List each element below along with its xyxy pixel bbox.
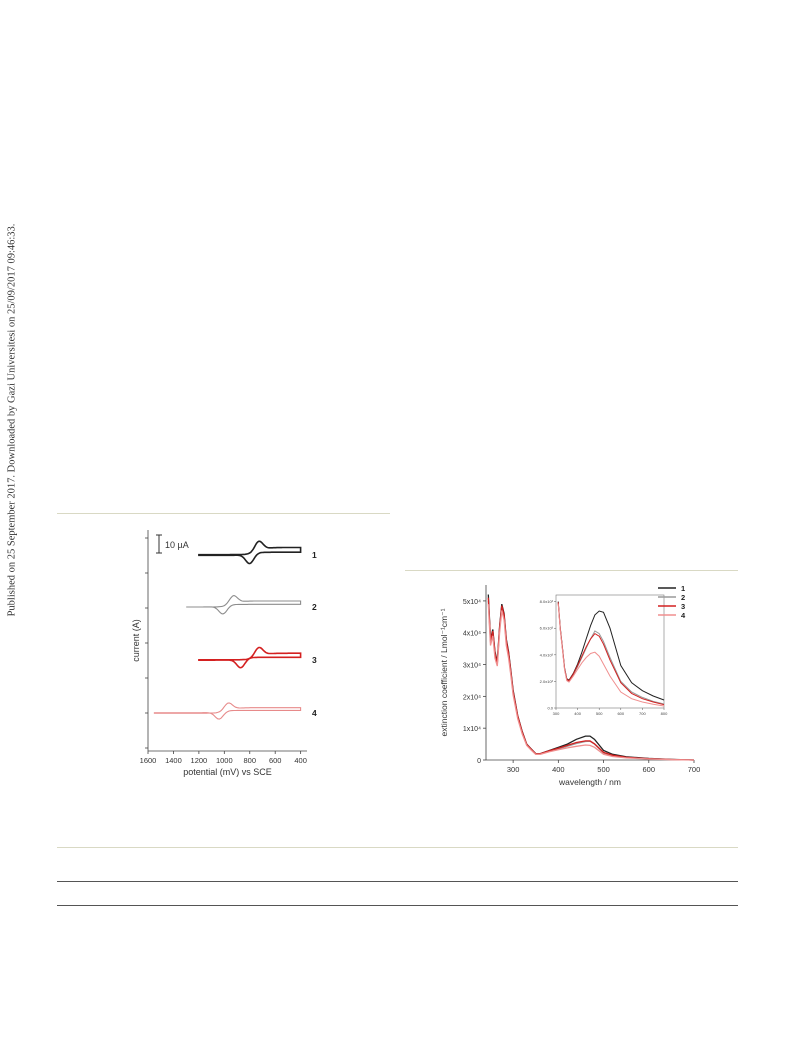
abs-curve-4 [487, 604, 695, 761]
cv-scale-bar: 10 µA [156, 534, 189, 554]
table-rule-bottom [57, 905, 738, 906]
abs-x-tick-label: 500 [597, 765, 610, 774]
table-rule-top [57, 881, 738, 882]
inset-x-tick-label: 800 [661, 711, 668, 716]
section-rule [57, 847, 738, 848]
inset-chart: 0.0 2.0x10³ 4.0x10³ 6.0x10³ 8.0x10³ 300 400 50… [540, 594, 668, 716]
cv-curve-3 [198, 646, 302, 669]
abs-x-axis-label: wavelength / nm [558, 777, 621, 787]
inset-curves [557, 601, 665, 707]
inset-x-ticks: 300 400 500 600 700 800 [553, 708, 668, 716]
inset-y-tick-label: 6.0x10³ [540, 626, 554, 631]
inset-x-tick-label: 600 [617, 711, 624, 716]
figure-rule-left [57, 513, 390, 514]
abs-x-ticks: 300 400 500 600 700 [507, 760, 700, 774]
cv-curve-label: 4 [312, 708, 317, 718]
abs-y-tick-label: 3x10⁴ [463, 663, 481, 670]
inset-curve-2 [557, 602, 665, 705]
abs-y-tick-label: 0 [477, 758, 481, 765]
inset-x-tick-label: 700 [639, 711, 646, 716]
cv-curve-label: 3 [312, 655, 317, 665]
legend-label: 2 [681, 593, 685, 602]
inset-curve-3 [557, 602, 665, 706]
legend-label: 3 [681, 602, 685, 611]
inset-curve-4 [557, 603, 665, 707]
abs-curve-3 [487, 597, 695, 761]
cv-curve-label: 1 [312, 550, 317, 560]
cv-x-axis-label: potential (mV) vs SCE [183, 767, 272, 777]
cv-x-tick-label: 800 [244, 756, 257, 765]
abs-y-tick-label: 5x10⁴ [463, 599, 481, 606]
abs-x-tick-label: 300 [507, 765, 520, 774]
cyclic-voltammogram-chart: 1600 1400 1200 1000 800 600 400 1 2 3 4 10 µA pot… [131, 530, 317, 777]
cv-axes [147, 530, 307, 752]
absorption-spectrum-chart: 0 1x10⁴ 2x10⁴ 3x10⁴ 4x10⁴ 5x10⁴ 300 400 500 600 7… [439, 584, 700, 787]
cv-curve-2 [186, 595, 302, 615]
cv-x-tick-label: 1400 [165, 756, 182, 765]
inset-y-tick-label: 0.0 [547, 706, 553, 711]
cv-curves: 1 2 3 4 [153, 540, 317, 720]
cv-curve-4 [153, 702, 302, 720]
download-watermark-text: Published on 25 September 2017. Download… [6, 223, 18, 617]
abs-curve-1 [487, 594, 695, 761]
cv-x-tick-label: 1000 [216, 756, 233, 765]
cv-curve-1 [198, 540, 302, 565]
cv-x-tick-label: 400 [294, 756, 307, 765]
abs-curves [487, 594, 695, 761]
legend-label: 1 [681, 584, 685, 593]
cv-x-ticks: 1600 1400 1200 1000 800 600 400 [140, 751, 307, 765]
abs-y-ticks: 0 1x10⁴ 2x10⁴ 3x10⁴ 4x10⁴ 5x10⁴ [463, 599, 486, 765]
abs-y-tick-label: 4x10⁴ [463, 631, 481, 638]
abs-x-tick-label: 400 [552, 765, 565, 774]
scale-bar-label: 10 µA [165, 540, 189, 550]
abs-x-tick-label: 600 [643, 765, 656, 774]
inset-x-tick-label: 300 [553, 711, 560, 716]
cv-x-tick-label: 1200 [191, 756, 208, 765]
figure-rule-right [405, 570, 738, 571]
cv-y-axis-label: current (A) [131, 619, 141, 662]
cv-y-ticks [145, 537, 148, 749]
inset-y-tick-label: 8.0x10³ [540, 599, 554, 604]
cv-x-tick-label: 1600 [140, 756, 157, 765]
inset-y-tick-label: 2.0x10³ [540, 679, 554, 684]
cv-x-tick-label: 600 [269, 756, 282, 765]
download-watermark: Published on 25 September 2017. Download… [3, 220, 21, 620]
legend-label: 4 [681, 611, 686, 620]
abs-x-tick-label: 700 [688, 765, 701, 774]
inset-curve-1 [557, 601, 665, 701]
cv-curve-label: 2 [312, 602, 317, 612]
inset-x-tick-label: 500 [596, 711, 603, 716]
inset-y-ticks: 0.0 2.0x10³ 4.0x10³ 6.0x10³ 8.0x10³ [540, 599, 556, 711]
inset-y-tick-label: 4.0x10³ [540, 652, 554, 657]
inset-frame [555, 594, 665, 709]
abs-y-tick-label: 1x10⁴ [463, 726, 481, 733]
abs-y-axis-label: extinction coefficient / Lmol⁻¹cm⁻¹ [439, 608, 449, 736]
inset-x-tick-label: 400 [574, 711, 581, 716]
abs-y-tick-label: 2x10⁴ [463, 694, 481, 701]
